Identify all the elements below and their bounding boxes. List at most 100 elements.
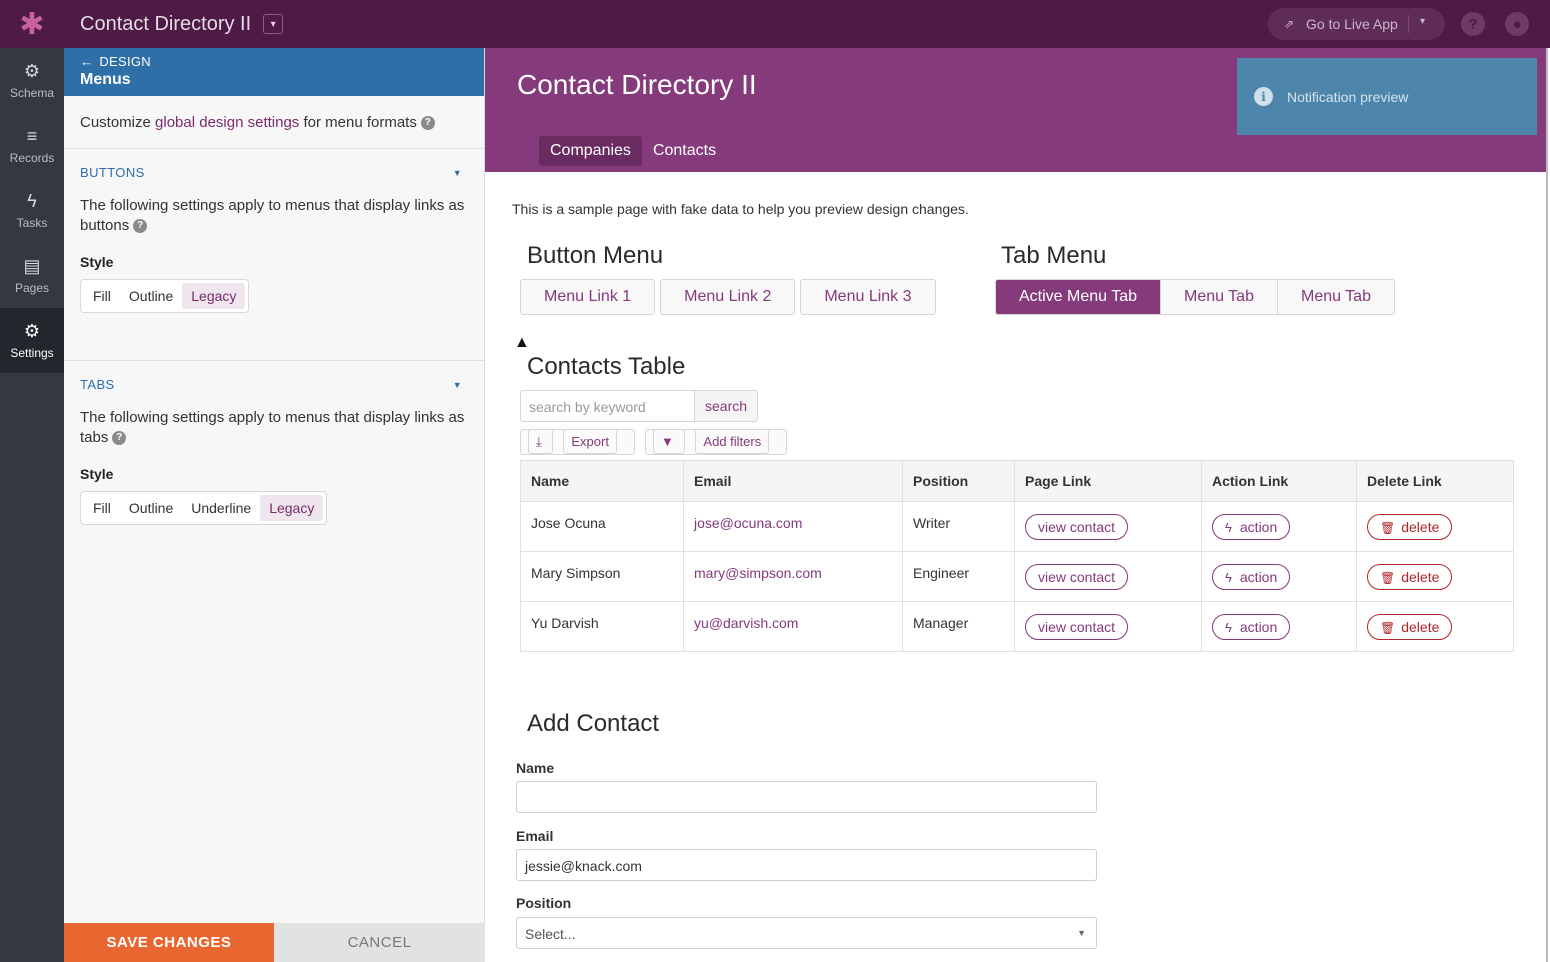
email-link[interactable]: mary@simpson.com (694, 565, 822, 581)
help-icon[interactable]: ? (420, 116, 435, 131)
name-field[interactable] (516, 781, 1097, 813)
style-option-fill[interactable]: Fill (93, 288, 111, 304)
cell-action-link: ϟ action (1201, 501, 1357, 552)
go-to-live-app-button[interactable]: ⇗ Go to Live App ▾ (1268, 8, 1445, 40)
collapse-caret-icon[interactable]: ▼ (452, 167, 462, 178)
nav-label: Settings (10, 346, 54, 360)
help-icon[interactable]: ? (112, 431, 127, 446)
left-nav: ⚙ Schema ≡ Records ϟ Tasks ▤ Pages ⚙ Set… (0, 48, 64, 962)
nav-label: Schema (9, 86, 55, 100)
tabs-section-header[interactable]: TABS ▼ (80, 377, 468, 392)
contacts-table-title: Contacts Table (527, 353, 686, 380)
section-description-text: The following settings apply to menus th… (80, 197, 465, 234)
collapse-caret-icon[interactable]: ▼ (452, 379, 462, 390)
cell-page-link: view contact (1014, 601, 1202, 652)
bolt-icon: ϟ (1225, 519, 1232, 535)
preview-app-title: Contact Directory II (517, 69, 757, 100)
name-label: Name (516, 760, 555, 776)
tab-companies[interactable]: Companies (539, 136, 642, 166)
position-select-value: Select... (525, 926, 576, 942)
nav-item-pages[interactable]: ▤ Pages (0, 243, 64, 308)
menu-link-1[interactable]: Menu Link 1 (520, 279, 656, 315)
section-description-text: The following settings apply to menus th… (80, 409, 465, 446)
global-design-settings-link[interactable]: global design settings (155, 114, 300, 131)
save-changes-button[interactable]: SAVE CHANGES (64, 923, 274, 962)
help-icon[interactable]: ? (133, 219, 148, 234)
menu-tab[interactable]: Menu Tab (1161, 280, 1278, 314)
delete-button[interactable]: 🗑 delete (1367, 613, 1453, 640)
nav-item-schema[interactable]: ⚙ Schema (0, 48, 64, 113)
menu-link-3[interactable]: Menu Link 3 (800, 279, 936, 315)
buttons-section: BUTTONS ▼ The following settings apply t… (64, 149, 484, 361)
position-select[interactable]: Select... ▼ (516, 917, 1097, 949)
live-app-dropdown-chevron-down-icon[interactable]: ▾ (1420, 16, 1426, 27)
view-contact-button[interactable]: view contact (1025, 563, 1129, 590)
table-row: Mary Simpson mary@simpson.com Engineer v… (520, 551, 1514, 602)
style-option-legacy[interactable]: Legacy (182, 283, 246, 309)
search-input[interactable]: search by keyword (520, 390, 694, 422)
action-label: action (1239, 568, 1278, 585)
delete-label: delete (1401, 568, 1440, 585)
delete-button[interactable]: 🗑 delete (1367, 513, 1453, 540)
style-option-outline[interactable]: Outline (128, 288, 174, 304)
nav-label: Pages (14, 281, 50, 295)
style-option-underline[interactable]: Underline (191, 500, 252, 516)
add-filters-button[interactable]: ▼ Add filters (644, 429, 788, 455)
go-to-live-app-label: Go to Live App (1306, 16, 1398, 32)
cell-email: mary@simpson.com (683, 551, 903, 602)
column-header-name[interactable]: Name (520, 460, 684, 502)
style-label: Style (80, 466, 114, 482)
cell-action-link: ϟ action (1201, 601, 1357, 652)
section-heading: TABS (80, 377, 115, 392)
view-contact-button[interactable]: view contact (1025, 613, 1129, 640)
column-header-email[interactable]: Email (683, 460, 903, 502)
export-label: Export (563, 429, 617, 454)
column-header-position[interactable]: Position (902, 460, 1015, 502)
action-button[interactable]: ϟ action (1212, 513, 1291, 540)
records-icon: ≡ (26, 126, 38, 146)
active-menu-tab[interactable]: Active Menu Tab (996, 280, 1161, 314)
cell-email: jose@ocuna.com (683, 501, 903, 552)
delete-label: delete (1401, 518, 1440, 535)
search-button[interactable]: search (694, 390, 759, 422)
cell-position: Manager (902, 601, 1015, 652)
menu-tab[interactable]: Menu Tab (1300, 288, 1371, 305)
email-field[interactable]: jessie@knack.com (516, 849, 1097, 881)
email-label: Email (516, 828, 554, 844)
action-button[interactable]: ϟ action (1212, 563, 1291, 590)
nav-label: Records (9, 151, 55, 165)
tab-contacts[interactable]: Contacts (652, 142, 717, 159)
add-contact-title: Add Contact (527, 710, 660, 737)
email-link[interactable]: jose@ocuna.com (694, 515, 803, 531)
column-header-action-link[interactable]: Action Link (1201, 460, 1357, 502)
menu-link-2[interactable]: Menu Link 2 (660, 279, 796, 315)
action-label: action (1239, 518, 1278, 535)
cancel-button[interactable]: CANCEL (274, 923, 485, 962)
schema-icon: ⚙ (23, 61, 41, 81)
email-link[interactable]: yu@darvish.com (694, 615, 799, 631)
nav-item-settings[interactable]: ⚙ Settings (0, 308, 64, 373)
style-option-outline[interactable]: Outline (128, 500, 174, 516)
buttons-section-header[interactable]: BUTTONS ▼ (80, 165, 468, 180)
help-icon[interactable]: ? (1461, 12, 1485, 36)
panel-header: ← DESIGN Menus (64, 48, 484, 96)
preview-intro-text: This is a sample page with fake data to … (512, 201, 969, 217)
column-header-page-link[interactable]: Page Link (1014, 460, 1202, 502)
delete-button[interactable]: 🗑 delete (1367, 563, 1453, 590)
top-bar: ✱ Contact Directory II ▾ ⇗ Go to Live Ap… (0, 0, 1550, 48)
style-option-fill[interactable]: Fill (93, 500, 111, 516)
user-account-icon[interactable]: ● (1505, 12, 1529, 36)
knack-logo-icon[interactable]: ✱ (19, 7, 45, 41)
app-switcher-chevron-down-icon[interactable]: ▾ (263, 14, 284, 34)
action-button[interactable]: ϟ action (1212, 613, 1291, 640)
nav-item-tasks[interactable]: ϟ Tasks (0, 178, 64, 243)
nav-item-records[interactable]: ≡ Records (0, 113, 64, 178)
cell-delete-link: 🗑 delete (1356, 601, 1514, 652)
style-option-legacy[interactable]: Legacy (260, 495, 324, 521)
export-button[interactable]: ⤓ Export (520, 429, 635, 455)
view-contact-button[interactable]: view contact (1025, 513, 1129, 540)
back-to-design-link[interactable]: ← DESIGN (80, 54, 468, 69)
table-tools: ⤓ Export ▼ Add filters (520, 429, 797, 455)
column-header-delete-link[interactable]: Delete Link (1356, 460, 1514, 502)
tab-style-selector: Fill Outline Underline Legacy (80, 491, 328, 525)
